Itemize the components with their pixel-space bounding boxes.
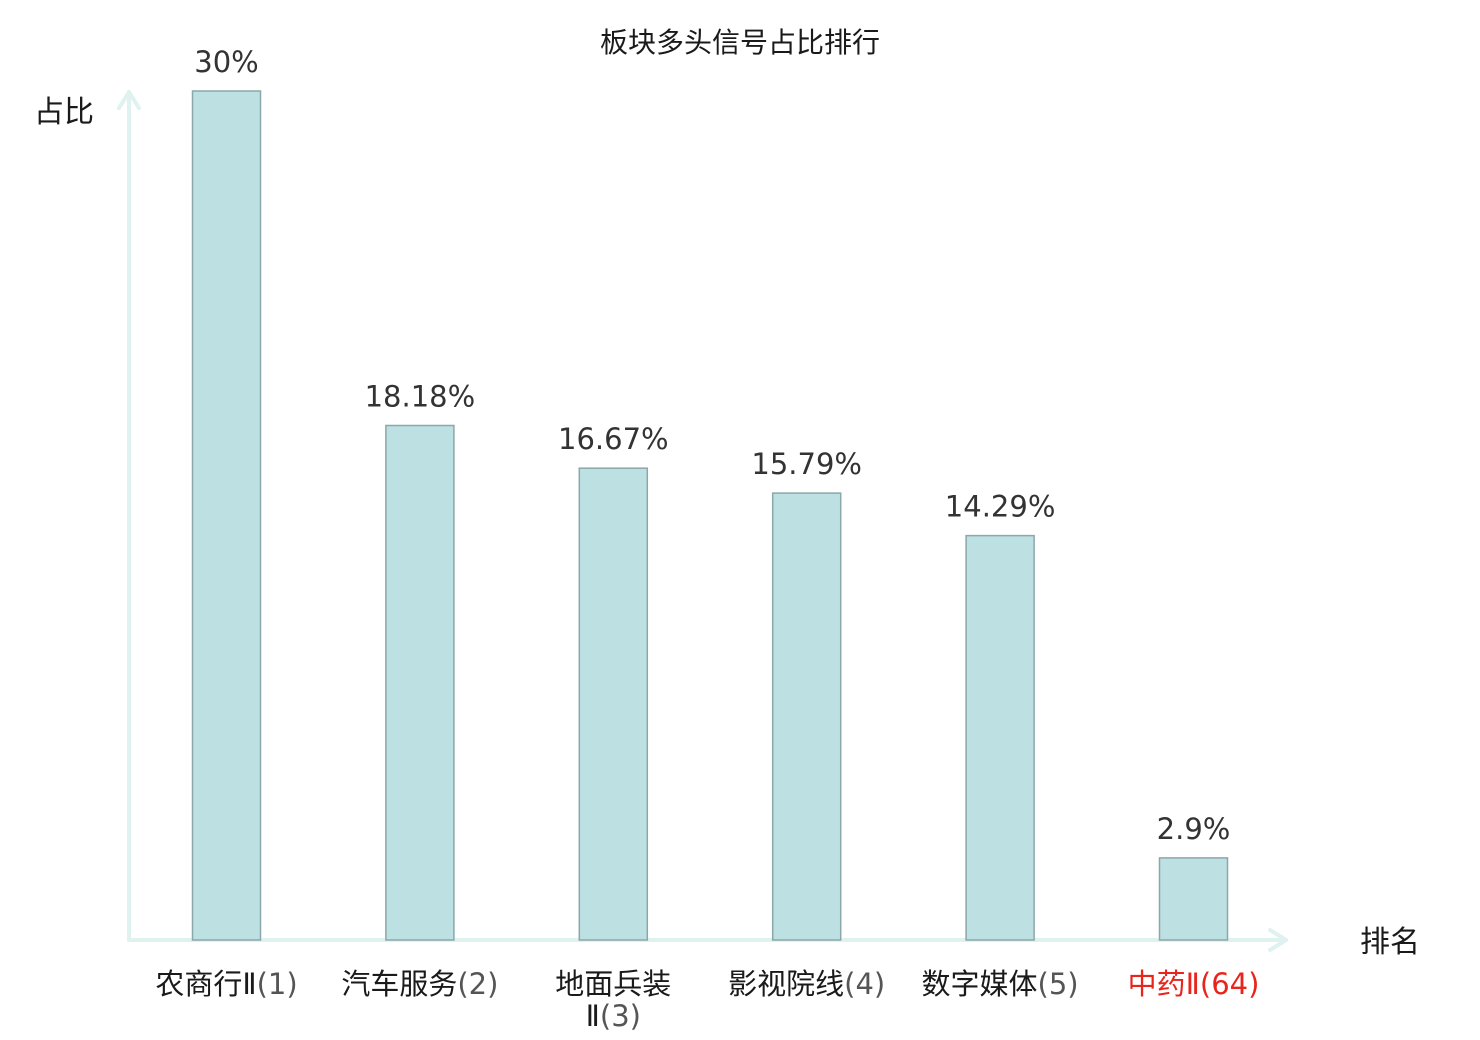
category-name: 数字媒体(5) — [922, 967, 1079, 1001]
category-name: 农商行Ⅱ(1) — [155, 967, 297, 1001]
value-label-4: 15.79% — [751, 447, 862, 481]
bar-2 — [385, 424, 455, 941]
category-name: 影视院线(4) — [728, 967, 885, 1001]
category-rank: (5) — [1038, 967, 1079, 1001]
category-name: 汽车服务(2) — [341, 967, 498, 1001]
x-axis-title: 排名 — [1360, 925, 1420, 960]
category-rank: (3) — [600, 999, 641, 1033]
value-label-1: 30% — [194, 45, 258, 79]
value-labels: 30% 18.18% 16.67% 15.79% 14.29% 2.9% — [194, 45, 1230, 846]
value-label-3: 16.67% — [558, 422, 669, 456]
y-axis-arrow — [117, 90, 141, 110]
bar-4 — [771, 492, 842, 941]
bar-6 — [1158, 857, 1229, 941]
value-label-6: 2.9% — [1157, 812, 1231, 846]
category-rank: (1) — [257, 967, 298, 1001]
category-name: 中药Ⅱ(64) — [1128, 967, 1260, 1001]
category-rank: (64) — [1200, 967, 1260, 1001]
category-name: 地面兵装 — [555, 967, 671, 1001]
bars — [191, 90, 1229, 941]
category-label-1: 农商行Ⅱ(1) — [155, 967, 297, 1001]
category-label-4: 影视院线(4) — [728, 967, 885, 1001]
value-label-2: 18.18% — [365, 380, 476, 414]
category-label-2: 汽车服务(2) — [341, 967, 498, 1001]
category-label-6: 中药Ⅱ(64) — [1128, 967, 1260, 1001]
chart-title: 板块多头信号占比排行 — [600, 26, 880, 59]
category-rank: (4) — [844, 967, 885, 1001]
x-axis-arrow — [1268, 928, 1288, 952]
bar-5 — [965, 534, 1035, 941]
category-name-cont: Ⅱ(3) — [586, 999, 641, 1033]
bar-3 — [578, 467, 649, 941]
y-axis-title: 占比 — [34, 95, 94, 130]
category-rank: (2) — [457, 967, 498, 1001]
bar-1 — [191, 90, 262, 941]
axes — [117, 90, 1288, 952]
category-label-5: 数字媒体(5) — [922, 967, 1079, 1001]
value-label-5: 14.29% — [945, 490, 1056, 524]
